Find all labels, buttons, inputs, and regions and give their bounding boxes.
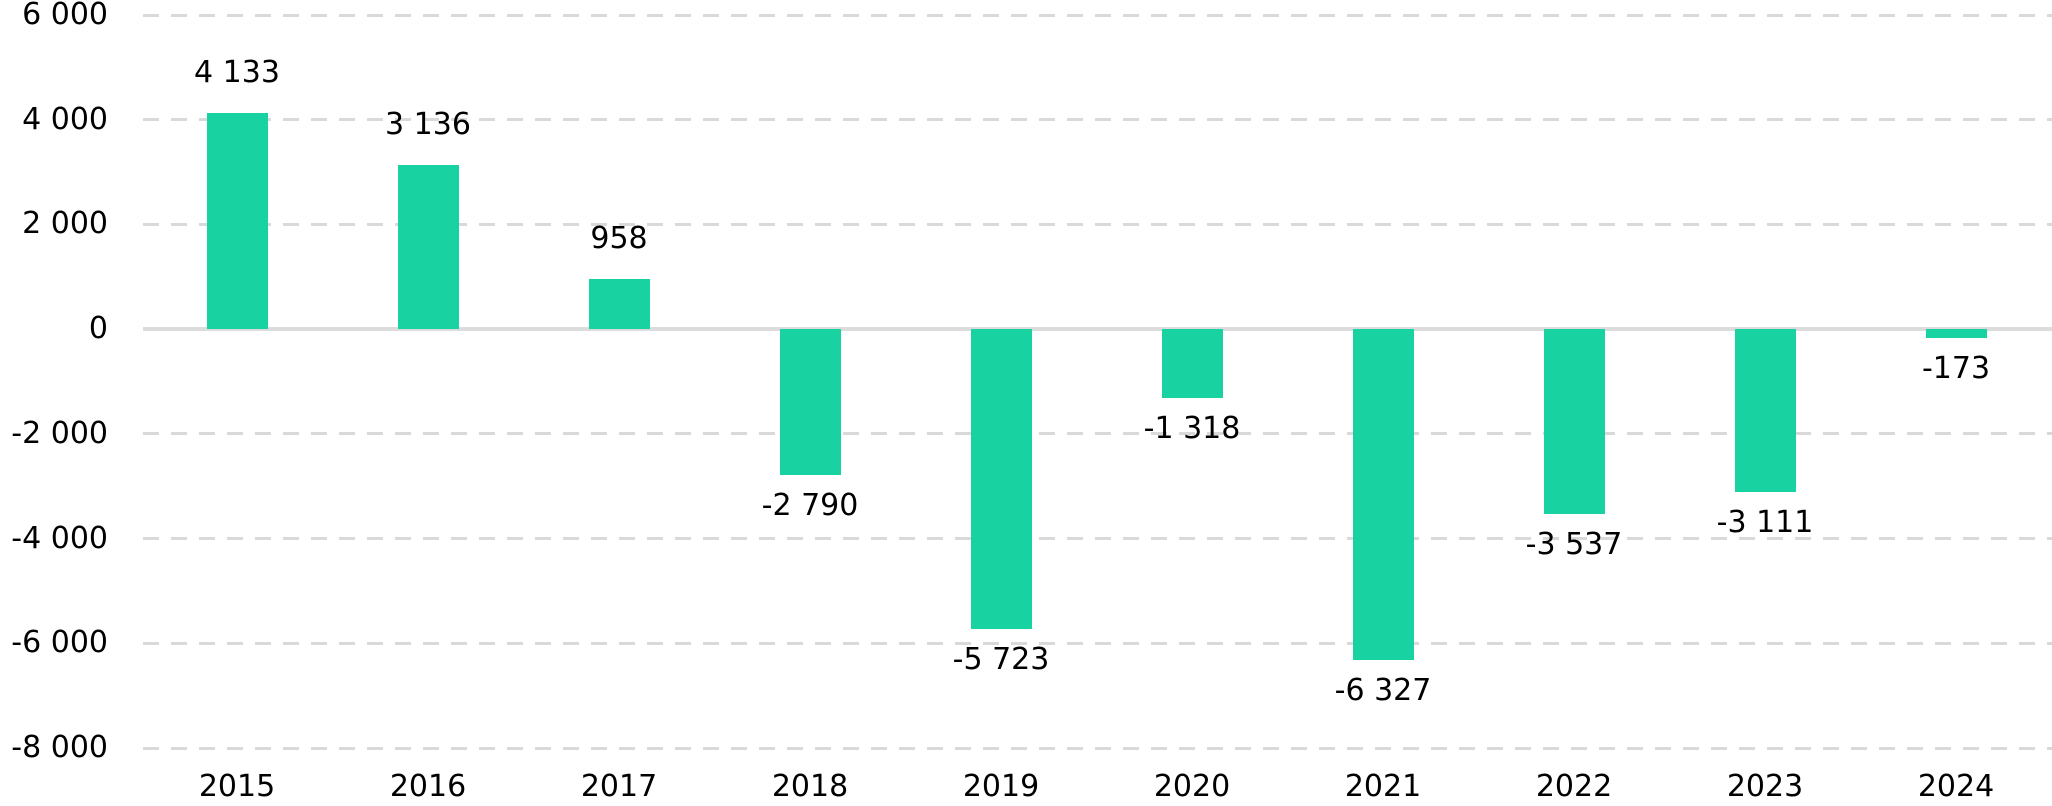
gridline bbox=[143, 118, 2052, 121]
value-label-2016: 3 136 bbox=[385, 107, 471, 142]
y-axis-tick-label: -4 000 bbox=[11, 521, 108, 556]
bar-2015 bbox=[207, 113, 268, 329]
gridline bbox=[143, 747, 2052, 750]
y-axis-tick-label: -2 000 bbox=[11, 416, 108, 451]
value-label-2024: -173 bbox=[1921, 351, 1991, 386]
value-label-2020: -1 318 bbox=[1143, 411, 1241, 446]
gridline bbox=[143, 14, 2052, 17]
y-axis-tick-label: 2 000 bbox=[22, 206, 108, 241]
x-axis-tick-label-2023: 2023 bbox=[1726, 769, 1804, 804]
y-axis-tick-label: -6 000 bbox=[11, 625, 108, 660]
bar-2022 bbox=[1544, 329, 1605, 514]
bar-2016 bbox=[398, 165, 459, 329]
y-axis-tick-label: 0 bbox=[88, 311, 108, 346]
gridline bbox=[143, 432, 2052, 435]
x-axis-tick-label-2020: 2020 bbox=[1153, 769, 1231, 804]
x-axis-tick-label-2021: 2021 bbox=[1344, 769, 1422, 804]
value-label-2021: -6 327 bbox=[1334, 673, 1432, 708]
x-axis-tick-label-2022: 2022 bbox=[1535, 769, 1613, 804]
gridline bbox=[143, 642, 2052, 645]
value-label-2017: 958 bbox=[590, 221, 648, 256]
x-axis-tick-label-2019: 2019 bbox=[962, 769, 1040, 804]
gridline bbox=[143, 537, 2052, 540]
value-label-2022: -3 537 bbox=[1525, 527, 1623, 562]
x-axis-tick-label-2016: 2016 bbox=[389, 769, 467, 804]
x-axis-tick-label-2024: 2024 bbox=[1917, 769, 1995, 804]
bar-2019 bbox=[971, 329, 1032, 629]
y-axis-tick-label: 6 000 bbox=[22, 0, 108, 32]
gridline bbox=[143, 223, 2052, 226]
y-axis-tick-label: 4 000 bbox=[22, 102, 108, 137]
bar-2021 bbox=[1353, 329, 1414, 660]
bar-2024 bbox=[1926, 329, 1987, 338]
bar-2020 bbox=[1162, 329, 1223, 398]
bar-2018 bbox=[780, 329, 841, 475]
x-axis-tick-label-2017: 2017 bbox=[580, 769, 658, 804]
value-label-2023: -3 111 bbox=[1716, 505, 1814, 540]
y-axis-tick-label: -8 000 bbox=[11, 730, 108, 765]
bar-2017 bbox=[589, 279, 650, 329]
bar-2023 bbox=[1735, 329, 1796, 492]
value-label-2019: -5 723 bbox=[952, 642, 1050, 677]
x-axis-tick-label-2015: 2015 bbox=[198, 769, 276, 804]
value-label-2018: -2 790 bbox=[761, 488, 859, 523]
value-label-2015: 4 133 bbox=[194, 55, 280, 90]
zero-gridline bbox=[143, 327, 2052, 331]
x-axis-tick-label-2018: 2018 bbox=[771, 769, 849, 804]
